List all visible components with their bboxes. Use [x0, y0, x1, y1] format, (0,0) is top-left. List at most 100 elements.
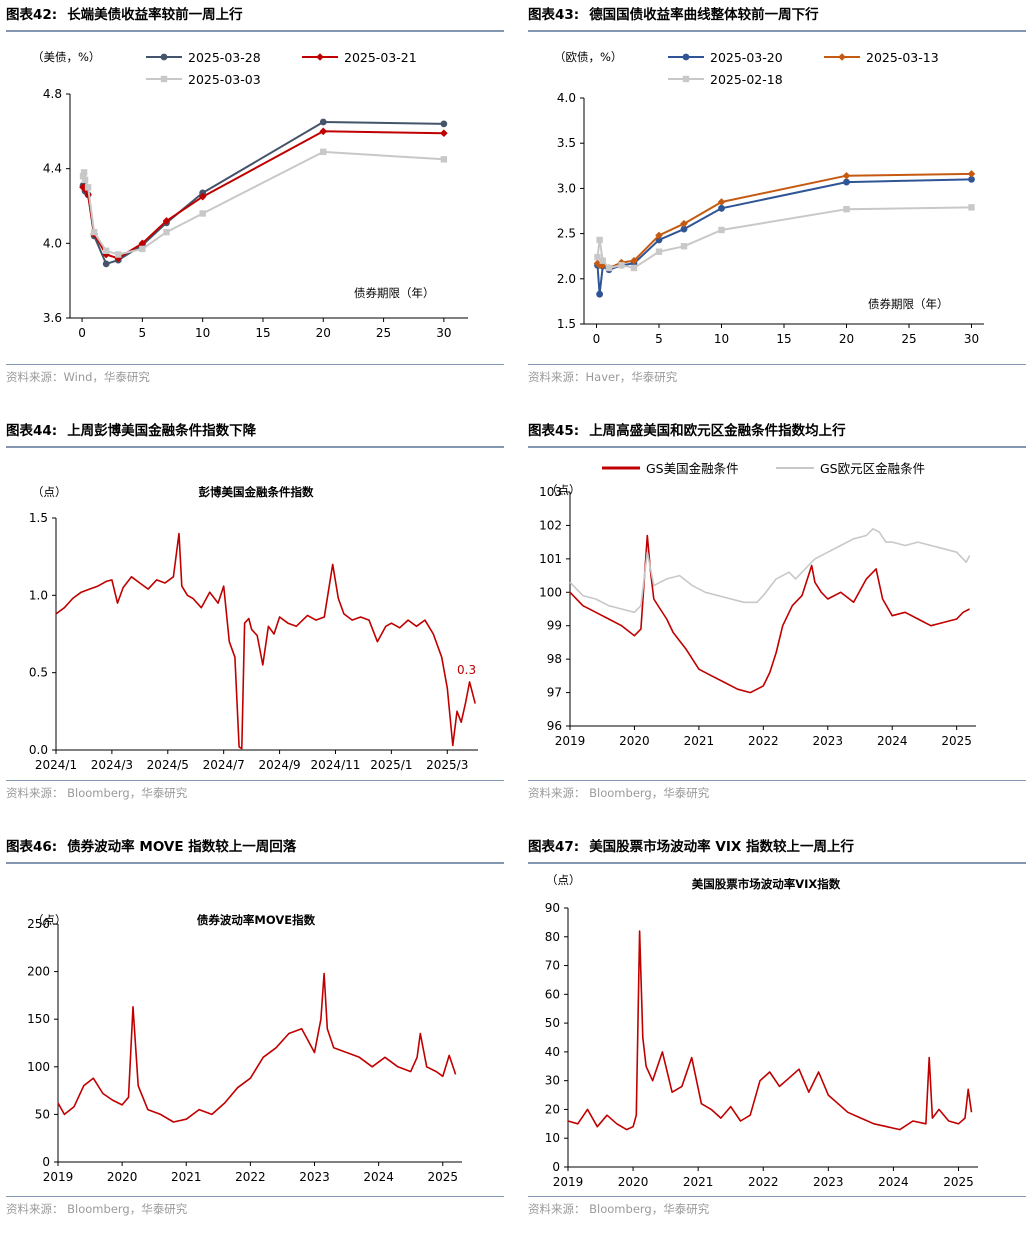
x-tick-label: 2023	[299, 1170, 330, 1184]
legend-label: 2025-03-03	[188, 72, 261, 87]
y-tick-label: 1.5	[557, 317, 576, 331]
x-tick-label: 5	[655, 332, 663, 346]
y-tick-label: 2.5	[557, 227, 576, 241]
chart-title: 债券波动率MOVE指数	[197, 913, 316, 927]
data-point-3	[618, 262, 625, 269]
data-point-3	[596, 236, 603, 244]
x-tick-label: 2025	[941, 734, 972, 748]
x-tick-label: 2024	[877, 734, 908, 748]
x-tick-label: 2024/11	[311, 758, 361, 772]
data-point-3	[843, 205, 850, 213]
x-axis-label: 债券期限（年）	[354, 286, 435, 300]
move-index-chart: 0 50 100 150 200 250 2019 2020 2021 2022 2023 2024 2…	[27, 913, 462, 1184]
data-point-2	[114, 254, 123, 263]
legend-marker	[682, 53, 690, 61]
x-axis-label: 债券期限（年）	[868, 297, 949, 311]
x-tick-label: 0	[78, 326, 86, 340]
data-point-3	[655, 248, 663, 255]
panel-title: 图表43: 德国国债收益率曲线整体较前一周下行	[528, 4, 1026, 32]
unit-label: （点）	[546, 873, 581, 887]
y-tick-label: 97	[547, 686, 562, 700]
data-point-3	[80, 169, 88, 176]
figure-number: 图表47:	[528, 839, 580, 855]
y-tick-label: 98	[547, 652, 562, 666]
data-point-3	[90, 228, 98, 236]
source-note: 资料来源： Bloomberg，华泰研究	[528, 1196, 1026, 1221]
x-tick-label: 2019	[553, 1175, 584, 1189]
y-tick-label: 2.0	[557, 272, 576, 286]
yield-curve-de-chart: 1.5 2.0 2.5 3.0 3.5 4.0 0 5 10 15 20 25 30 （欧债，%） 债券期限…	[554, 50, 984, 346]
source-note: 资料来源： Bloomberg，华泰研究	[528, 780, 1026, 805]
x-tick-label: 2021	[171, 1170, 202, 1184]
data-point-2	[319, 127, 328, 136]
x-tick-label: 2024	[363, 1170, 394, 1184]
figure-title: 德国国债收益率曲线整体较前一周下行	[589, 7, 819, 23]
y-tick-label: 0	[552, 1160, 560, 1174]
x-tick-label: 15	[255, 326, 270, 340]
x-tick-label: 2025	[427, 1170, 458, 1184]
x-tick-label: 2022	[748, 734, 779, 748]
data-point-1	[680, 225, 688, 233]
legend-marker	[682, 75, 690, 83]
data-point-3	[968, 204, 975, 211]
x-tick-label: 2024	[878, 1175, 909, 1189]
chart-panel-43: 图表43: 德国国债收益率曲线整体较前一周下行 1.5 2.0 2.5 3.0 3.5 4.…	[528, 4, 1026, 412]
x-tick-label: 2024/9	[258, 758, 300, 772]
y-tick-label: 1.0	[29, 588, 48, 602]
y-tick-label: 10	[545, 1131, 560, 1145]
x-tick-label: 15	[776, 332, 791, 346]
y-tick-label: 100	[539, 585, 562, 599]
y-tick-label: 1.5	[29, 511, 48, 525]
x-tick-label: 2024/5	[147, 758, 189, 772]
panel-title: 图表47: 美国股票市场波动率 VIX 指数较上一周上行	[528, 836, 1026, 864]
y-tick-label: 90	[545, 901, 560, 915]
x-tick-label: 2019	[43, 1170, 74, 1184]
unit-label: （点）	[32, 913, 67, 927]
legend-label: GS美国金融条件	[646, 461, 739, 476]
source-note: 资料来源：Haver，华泰研究	[528, 364, 1026, 389]
bloomberg-fci-chart: 0.0 0.5 1.0 1.5 2024/1 2024/3 2024/5 2024/7 2024…	[29, 485, 478, 772]
data-point-1	[440, 120, 448, 128]
series-line-1	[596, 178, 972, 296]
figure-title: 美国股票市场波动率 VIX 指数较上一周上行	[589, 839, 854, 855]
x-tick-label: 2024/7	[203, 758, 245, 772]
x-tick-label: 20	[839, 332, 854, 346]
y-tick-label: 80	[545, 930, 560, 944]
y-tick-label: 100	[27, 1060, 50, 1074]
series-line-3	[596, 206, 972, 269]
x-tick-label: 2019	[555, 734, 586, 748]
figure-number: 图表44:	[6, 423, 58, 439]
data-point-2	[967, 170, 976, 178]
data-point-3	[718, 226, 725, 234]
panel-title: 图表46: 债券波动率 MOVE 指数较上一周回落	[6, 836, 504, 864]
figure-title: 长端美债收益率较前一周上行	[67, 7, 243, 23]
data-point-3	[163, 228, 170, 236]
y-tick-label: 50	[545, 1016, 560, 1030]
legend-marker	[838, 53, 846, 61]
panel-title: 图表42: 长端美债收益率较前一周上行	[6, 4, 504, 32]
figure-number: 图表46:	[6, 839, 58, 855]
legend-marker	[160, 53, 168, 61]
data-point-2	[198, 192, 207, 201]
series-line-3	[82, 150, 444, 256]
chart-title: 彭博美国金融条件指数	[199, 485, 314, 499]
legend-marker	[160, 75, 168, 83]
y-tick-label: 3.6	[43, 311, 62, 325]
y-tick-label: 150	[27, 1012, 50, 1026]
x-tick-label: 10	[195, 326, 210, 340]
x-tick-label: 25	[901, 332, 916, 346]
series-line-1	[567, 930, 973, 1131]
legend-label: 2025-03-28	[188, 50, 261, 65]
y-tick-label: 70	[545, 959, 560, 973]
unit-label: （点）	[32, 485, 67, 499]
data-point-3	[320, 148, 327, 156]
y-tick-label: 50	[35, 1107, 50, 1121]
chart-panel-45: 图表45: 上周高盛美国和欧元区金融条件指数均上行 96 97 98 99 100 101 1…	[528, 420, 1026, 828]
y-tick-label: 3.0	[557, 181, 576, 195]
x-tick-label: 2025	[943, 1175, 974, 1189]
y-tick-label: 0.5	[29, 666, 48, 680]
y-tick-label: 4.8	[43, 87, 62, 101]
data-point-3	[79, 172, 87, 180]
y-tick-label: 4.0	[43, 236, 62, 250]
unit-label: （美债，%）	[32, 50, 100, 64]
